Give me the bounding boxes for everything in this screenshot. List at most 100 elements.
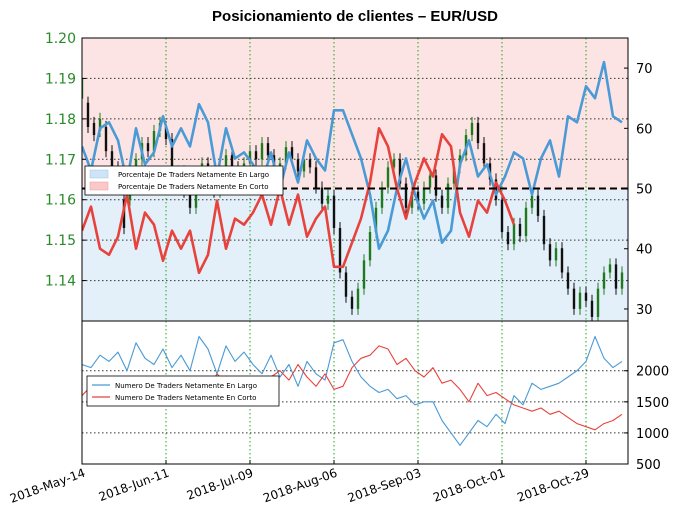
price-bar	[584, 292, 588, 301]
price-bar	[620, 272, 624, 289]
legend-swatch-short	[89, 181, 109, 191]
series-line-long-percent	[82, 60, 623, 250]
date-tick-label: 2018-Jul-09	[185, 466, 255, 503]
price-bar	[476, 122, 480, 144]
price-bar	[260, 143, 264, 160]
price-bar	[596, 288, 600, 317]
count-tick-label: 1000	[636, 427, 669, 442]
price-bar	[614, 264, 618, 289]
price-bar	[524, 207, 528, 237]
bottom-panel-frame	[81, 320, 629, 465]
price-bar	[590, 300, 594, 317]
price-tick-label: 1.19	[45, 71, 76, 87]
percent-tick-label: 30	[636, 303, 653, 318]
price-bar	[164, 126, 168, 140]
price-bar	[230, 155, 234, 168]
count-tick-label: 2000	[636, 365, 669, 380]
price-bar	[92, 122, 96, 136]
date-tick-label: 2018-Oct-01	[431, 466, 507, 505]
price-bar	[374, 207, 378, 233]
count-tick-label: 500	[636, 458, 661, 473]
bottom-legend-box	[86, 375, 280, 407]
legend-swatch-long	[89, 169, 109, 179]
price-bar	[110, 151, 114, 168]
price-bar	[224, 155, 228, 168]
price-bar	[422, 187, 426, 204]
price-bar	[86, 102, 90, 127]
price-bar	[530, 195, 534, 208]
price-bar	[428, 175, 432, 188]
price-bar	[560, 248, 564, 273]
legend-label-long: Porcentaje De Traders Netamente En Largo	[118, 171, 269, 179]
price-bar	[338, 228, 342, 273]
price-tick-label: 1.20	[45, 31, 76, 47]
price-bar	[290, 147, 294, 160]
price-bar	[98, 118, 102, 131]
series-line-short-percent	[82, 127, 516, 275]
date-tick-label: 2018-Aug-06	[261, 466, 339, 506]
count-tick-label: 1500	[636, 396, 669, 411]
price-bar	[332, 195, 336, 229]
price-bar	[500, 199, 504, 233]
date-tick-label: 2018-Oct-29	[515, 466, 591, 505]
percent-tick-label: 40	[636, 243, 653, 258]
price-bar	[566, 272, 570, 289]
percent-tick-label: 60	[636, 122, 653, 137]
chart-title: Posicionamiento de clientes – EUR/USD	[212, 8, 498, 25]
price-bar	[344, 272, 348, 297]
price-bar	[416, 191, 420, 204]
legend-label-count-short: Numero De Traders Netamente En Corto	[115, 394, 256, 402]
price-bar	[518, 223, 522, 237]
price-bar	[572, 288, 576, 309]
legend-label-count-long: Numero De Traders Netamente En Largo	[115, 382, 257, 390]
price-axis: 1.14 1.15 1.16 1.17 1.18 1.19 1.20	[45, 31, 86, 290]
price-bar	[314, 167, 318, 188]
price-bar	[170, 139, 174, 184]
price-tick-label: 1.14	[45, 274, 76, 290]
price-bar	[404, 183, 408, 208]
count-axis: 500 1000 1500 2000	[624, 365, 669, 473]
price-bar	[308, 159, 312, 168]
price-tick-label: 1.18	[45, 112, 76, 128]
percent-tick-label: 50	[636, 183, 653, 198]
price-bar	[548, 244, 552, 261]
top-legend: Porcentaje De Traders Netamente En Largo…	[84, 165, 284, 196]
price-bar	[494, 179, 498, 200]
price-bar	[398, 159, 402, 184]
price-bar	[302, 159, 306, 172]
top-legend-box	[84, 165, 284, 196]
price-bar	[188, 191, 192, 208]
price-bar	[104, 126, 108, 152]
price-bar	[602, 272, 606, 289]
price-bar	[368, 232, 372, 261]
top-panel: 1.141.151.161.171.181.191.20 3040506070 …	[45, 31, 653, 322]
date-tick-label: 2018-Jun-11	[97, 466, 171, 504]
percent-tick-label: 70	[636, 62, 653, 77]
price-bar	[356, 288, 360, 309]
price-bar	[350, 296, 354, 309]
price-bar	[82, 78, 84, 99]
price-bar	[434, 175, 438, 196]
price-bar	[608, 264, 612, 273]
price-tick-label: 1.16	[45, 193, 76, 209]
price-tick-label: 1.15	[45, 233, 76, 249]
price-bar	[320, 187, 324, 204]
price-bar	[578, 292, 582, 309]
price-bar	[152, 130, 156, 152]
price-bar	[512, 223, 516, 245]
price-bar	[362, 260, 366, 289]
price-bar	[248, 151, 252, 164]
bottom-panel: 500 1000 1500 2000 Numero De Traders Netame…	[81, 320, 669, 473]
date-axis: 2018-May-14 2018-Jun-11 2018-Jul-09 2018-Au…	[8, 460, 591, 506]
price-bar	[380, 187, 384, 208]
price-tick-label: 1.17	[45, 152, 76, 168]
date-tick-label: 2018-May-14	[8, 466, 87, 506]
price-bar	[536, 195, 540, 216]
price-bar	[146, 143, 150, 152]
price-bar	[392, 159, 396, 168]
price-bar	[482, 143, 486, 164]
price-bar	[506, 232, 510, 245]
price-bar	[440, 195, 444, 208]
percent-axis: 30 40 50 60 70	[624, 62, 653, 318]
